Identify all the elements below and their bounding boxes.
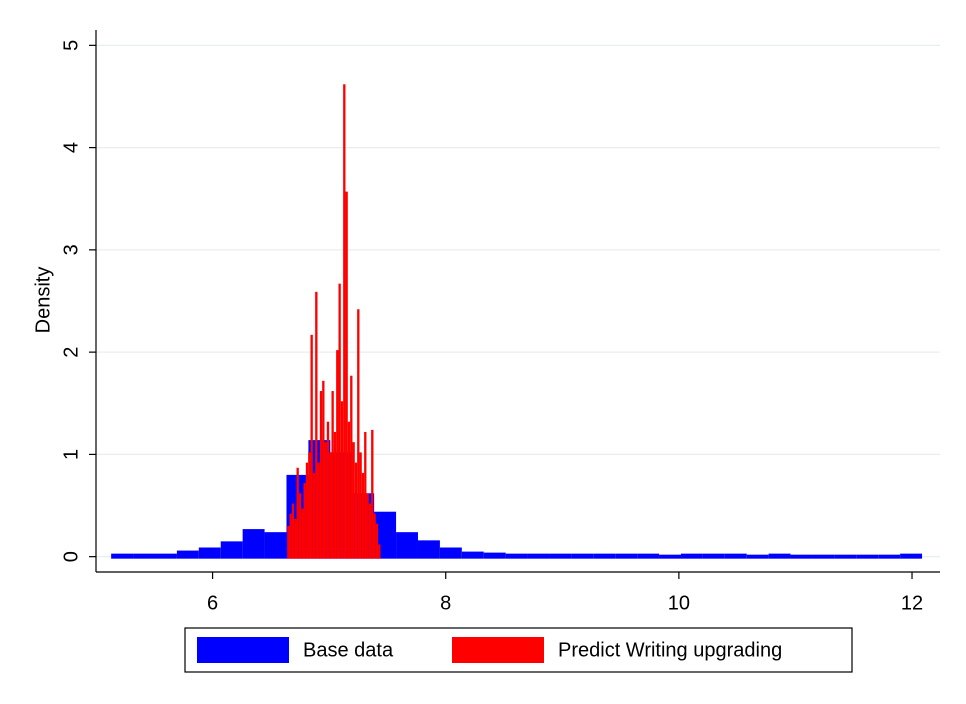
histogram-bar [371, 429, 374, 559]
y-tick-label: 2 [60, 347, 82, 358]
legend-label: Base data [303, 639, 394, 661]
histogram-bar [308, 452, 311, 559]
histogram-bar [680, 553, 703, 559]
histogram-bar [593, 553, 616, 559]
histogram-bar [549, 553, 572, 559]
histogram-bar [352, 442, 355, 559]
histogram-bar [396, 532, 418, 559]
histogram-bar [294, 518, 297, 559]
histogram-bar [361, 472, 365, 559]
histogram-bar [133, 553, 155, 559]
histogram-bar [333, 431, 337, 559]
histogram-bar [340, 401, 344, 559]
legend-swatch [452, 637, 544, 663]
histogram-bar [483, 552, 506, 559]
histogram-bar [343, 84, 346, 559]
histogram-bar [329, 452, 332, 559]
histogram-bar [571, 553, 594, 559]
legend-label: Predict Writing upgrading [558, 639, 782, 661]
histogram-bar [359, 452, 362, 559]
histogram-bar [724, 553, 747, 559]
histogram-bar [856, 554, 879, 559]
histogram-bar [357, 309, 360, 559]
histogram-bar [439, 547, 462, 559]
y-axis-title: Density [32, 267, 54, 334]
histogram-bar [378, 544, 381, 559]
histogram-bar [746, 554, 769, 559]
histogram-bar [310, 334, 313, 559]
histogram-bar [364, 431, 367, 559]
histogram-bar [336, 350, 339, 559]
histogram-bar [834, 554, 857, 559]
histogram-bar [347, 421, 351, 559]
histogram-bar [790, 554, 813, 559]
histogram-bar [111, 553, 134, 559]
histogram-bar [527, 553, 550, 559]
x-tick-label: 8 [440, 592, 451, 614]
histogram-bar [296, 467, 299, 559]
histogram-bar [461, 551, 484, 559]
histogram-bar [878, 554, 901, 559]
histogram-bar [812, 554, 835, 559]
histogram-bar [768, 553, 791, 559]
histogram-bar [303, 483, 306, 559]
x-tick-label: 10 [668, 592, 690, 614]
x-tick-label: 12 [901, 592, 923, 614]
histogram-bar [326, 421, 330, 559]
y-tick-label: 3 [60, 244, 82, 255]
histogram-bar [331, 391, 334, 559]
histogram-bar [289, 513, 292, 559]
histogram-bar [345, 191, 348, 559]
histogram-bar [368, 503, 372, 559]
histogram-bar [291, 503, 295, 559]
histogram-bar [637, 553, 660, 559]
histogram-bar [505, 553, 528, 559]
histogram-bar [317, 462, 320, 559]
legend-swatch [197, 637, 289, 663]
histogram-bar [324, 442, 327, 559]
histogram-bar [319, 391, 323, 559]
y-tick-label: 1 [60, 449, 82, 460]
histogram-bar [659, 554, 681, 559]
histogram-bar [350, 375, 353, 559]
histogram-bar [220, 541, 243, 559]
y-tick-label: 5 [60, 40, 82, 51]
histogram-bar [615, 553, 638, 559]
histogram-bar [312, 472, 316, 559]
histogram-bar [176, 550, 199, 559]
histogram-bar [322, 380, 325, 559]
x-tick-label: 6 [207, 592, 218, 614]
y-tick-label: 0 [60, 551, 82, 562]
histogram-bar [154, 553, 177, 559]
histogram-bar [242, 529, 265, 559]
histogram-bar [375, 523, 379, 559]
histogram-bar [366, 493, 369, 559]
histogram-bar [702, 553, 725, 559]
histogram-bar [900, 553, 923, 559]
histogram-bar [417, 540, 440, 559]
histogram-bar [198, 547, 221, 559]
histogram-bar [287, 526, 290, 559]
histogram-bar [354, 462, 358, 559]
histogram-bar [373, 513, 376, 559]
y-tick-label: 4 [60, 142, 82, 153]
histogram-bar [301, 508, 304, 559]
histogram-bar [298, 493, 302, 559]
histogram-bar [305, 462, 309, 559]
histogram-bar [315, 291, 318, 559]
histogram-bar [338, 283, 341, 559]
histogram-bar [264, 532, 287, 559]
